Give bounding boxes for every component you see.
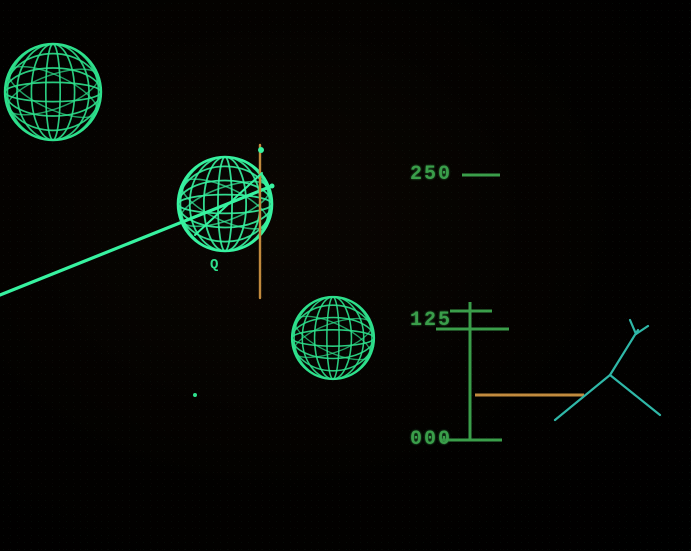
scale-label-000: 000	[410, 428, 452, 451]
center-sphere-axes: Q	[0, 145, 275, 298]
target-crosshair	[555, 320, 660, 420]
svg-text:Q: Q	[210, 257, 218, 273]
altitude-scale	[436, 175, 584, 440]
hud-canvas: Q	[0, 0, 691, 551]
scale-label-125: 125	[410, 309, 452, 332]
sphere-lower	[290, 297, 377, 379]
hud-viewport: Q 250 125 000	[0, 0, 691, 551]
blip	[193, 393, 197, 397]
sphere-top-left	[2, 44, 104, 140]
scale-label-250: 250	[410, 163, 452, 186]
